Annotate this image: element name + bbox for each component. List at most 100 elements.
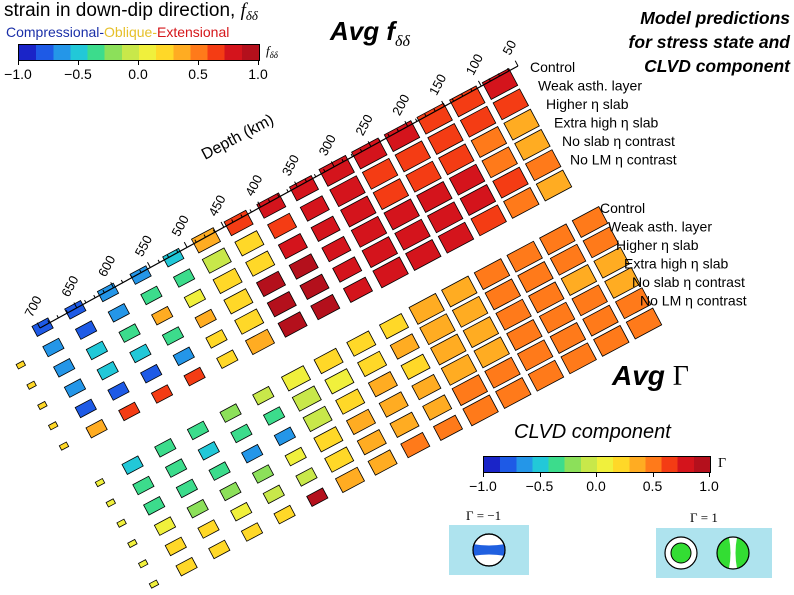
grid-cell [516, 339, 554, 372]
depth-axis-tick [341, 158, 344, 162]
model-label: Weak asth. layer [538, 78, 642, 94]
grid-cell [208, 539, 231, 560]
grid-cell [372, 178, 410, 211]
grid-cell [197, 441, 220, 461]
depth-tick-label: 200 [389, 92, 412, 118]
grid-cell [230, 501, 253, 522]
model-title-line3: CLVD component [644, 56, 790, 76]
grid-cell [451, 295, 489, 328]
f-symbol: f [240, 0, 246, 21]
colorbar-fdd-symbol: fδδ [266, 43, 278, 60]
depth-axis-tick [367, 141, 372, 147]
grid-cell [492, 166, 529, 199]
depth-axis-tick [488, 78, 491, 82]
grid-cell [107, 303, 130, 323]
grid-cell [593, 324, 630, 357]
depth-axis-tick [110, 282, 114, 288]
depth-axis-tick [212, 229, 216, 233]
panel-gamma-symbol: Γ [672, 361, 689, 392]
grid-cell [582, 226, 620, 259]
grid-cell [560, 264, 598, 296]
grid-cell [105, 498, 117, 508]
depth-axis-tick [176, 249, 179, 253]
grid-cell [164, 458, 188, 478]
grid-cell [389, 333, 420, 360]
grid-cell [394, 140, 432, 173]
grid-cell [116, 518, 127, 528]
model-predictions-title: Model predictions for stress state and C… [629, 6, 790, 78]
grid-cell [432, 414, 464, 441]
grid-cell [212, 267, 243, 295]
grid-cell [295, 467, 318, 487]
depth-axis-tick [240, 214, 243, 218]
grid-cell [186, 498, 209, 519]
label-oblique: Oblique [104, 24, 153, 40]
grid-cell [437, 221, 475, 254]
grid-cell [430, 333, 467, 366]
grid-cell [451, 374, 489, 407]
grid-cell [26, 380, 37, 390]
depth-axis-tick [157, 259, 160, 263]
depth-axis-tick [65, 310, 69, 314]
grid-cell [118, 323, 141, 343]
grid-cell [262, 484, 285, 505]
grid-cell [306, 487, 329, 507]
colorbar-tick-mark [138, 60, 139, 65]
grid-cell [441, 275, 478, 308]
grid-cell [280, 365, 312, 392]
grid-cell [291, 385, 322, 412]
grid-cell [127, 538, 138, 549]
depth-axis-tick [286, 189, 289, 193]
model-label: Extra high η slab [554, 115, 658, 131]
model-label: Weak asth. layer [608, 219, 712, 235]
grid-cell [197, 519, 220, 539]
model-label: Higher η slab [616, 237, 699, 253]
depth-axis-tick [433, 108, 436, 112]
grid-cell [201, 247, 232, 274]
grid-cell [419, 313, 456, 346]
model-label: Higher η slab [546, 96, 629, 112]
colorbar-tick-label: −1.0 [469, 478, 497, 494]
depth-tick-label: 450 [205, 192, 228, 218]
grid-cell [503, 108, 540, 141]
grid-cell [470, 204, 507, 237]
grid-cell [448, 163, 486, 196]
label-extensional: Extensional [156, 24, 230, 40]
colorbar-tick-mark [596, 472, 597, 477]
grid-cell [604, 266, 641, 299]
depth-axis-tick [93, 294, 96, 299]
grid-cell [85, 340, 109, 361]
grid-cell [288, 175, 320, 202]
grid-cell [313, 347, 344, 375]
grid-cell [514, 128, 551, 161]
grid-cell [15, 360, 27, 370]
depth-axis-tick [267, 199, 271, 203]
grid-cell [389, 411, 420, 438]
colorbar-gamma-symbol: Γ [718, 456, 727, 471]
grid-cell [143, 496, 166, 516]
grid-cell [383, 198, 420, 231]
grid-cell [470, 126, 508, 158]
category-legend: Compressional-Oblique-Extensional [6, 24, 229, 40]
grid-cell [148, 579, 160, 589]
depth-axis-tick [47, 320, 50, 324]
grid-cell [64, 300, 87, 320]
model-label: No LM η contrast [570, 152, 677, 168]
grid-cell [234, 308, 265, 335]
grid-cell [96, 360, 119, 381]
grid-cell [517, 261, 554, 293]
grid-cell [427, 123, 464, 155]
depth-axis-tick [350, 153, 353, 157]
model-label: No LM η contrast [640, 293, 747, 309]
colorbar-tick-label: −1.0 [4, 66, 32, 82]
depth-axis-tick [220, 221, 225, 228]
grid-cell [175, 556, 198, 577]
depth-axis-tick [73, 302, 78, 309]
depth-axis-tick [56, 315, 59, 319]
grid-cell [132, 475, 155, 496]
grid-cell [53, 358, 76, 378]
grid-cell [400, 431, 431, 459]
fdd-grid [15, 68, 573, 451]
grid-cell [408, 292, 445, 325]
model-label: No slab η contrast [562, 133, 675, 149]
